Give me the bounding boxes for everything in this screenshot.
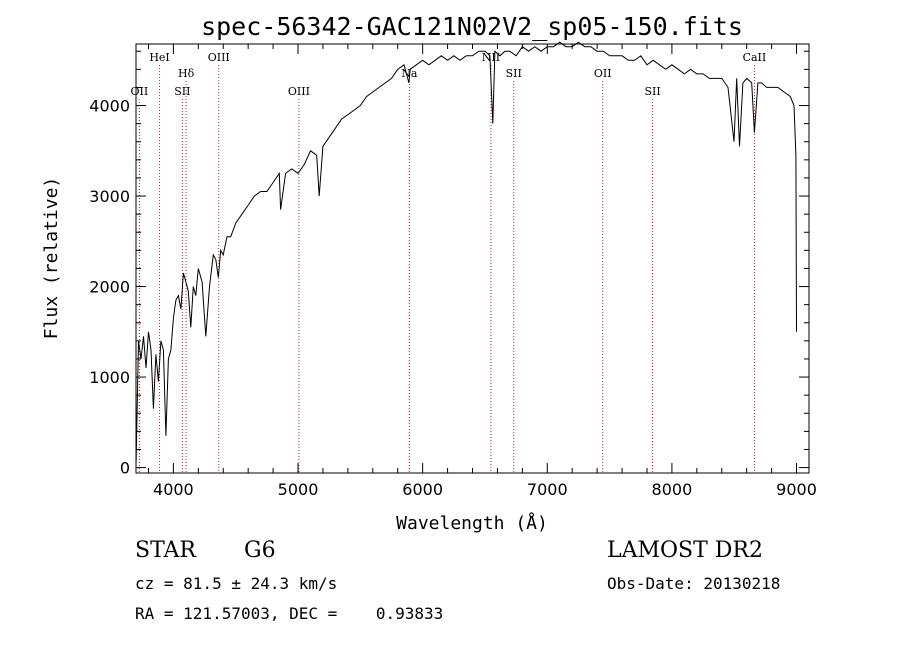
y-axis-label: Flux (relative) [41, 177, 62, 340]
velocity-text: cz = 81.5 ± 24.3 km/s [135, 574, 338, 593]
coordinates-text: RA = 121.57003, DEC = 0.93833 [135, 604, 444, 623]
y-tick-label: 0 [120, 459, 130, 478]
x-tick-label: 4000 [153, 480, 194, 499]
marker-label: OII [594, 67, 612, 80]
survey-name: LAMOST DR2 [607, 538, 763, 563]
marker-label: HeI [149, 51, 169, 64]
marker-label: SII [174, 85, 190, 98]
marker-label: Hδ [178, 67, 195, 80]
spectrum-line [135, 41, 797, 468]
marker-label: OIII [288, 85, 310, 98]
chart-title: spec-56342-GAC121N02V2_sp05-150.fits [201, 12, 743, 41]
object-subclass: G6 [244, 538, 276, 563]
observation-date: Obs-Date: 20130218 [607, 574, 781, 593]
marker-label: SII [644, 85, 660, 98]
y-tick-label: 2000 [89, 278, 130, 297]
marker-label: OIII [208, 51, 230, 64]
axes: 4000 5000 6000 7000 8000 9000 0 1000 2000 3000 400… [89, 44, 817, 499]
marker-label: OII [131, 85, 149, 98]
marker-label: CaII [743, 51, 767, 64]
x-tick-label: 8000 [652, 480, 693, 499]
y-tick-label: 3000 [89, 187, 130, 206]
y-tick-label: 1000 [89, 368, 130, 387]
marker-label: NII [482, 51, 500, 64]
marker-label: SII [506, 67, 522, 80]
x-axis-label: Wavelength (Å) [396, 512, 548, 534]
x-tick-label: 7000 [527, 480, 568, 499]
x-tick-label: 9000 [776, 480, 817, 499]
object-class: STAR [135, 538, 196, 563]
y-tick-label: 4000 [89, 97, 130, 116]
x-tick-label: 5000 [278, 480, 319, 499]
plot-frame [135, 43, 810, 474]
x-tick-label: 6000 [402, 480, 443, 499]
